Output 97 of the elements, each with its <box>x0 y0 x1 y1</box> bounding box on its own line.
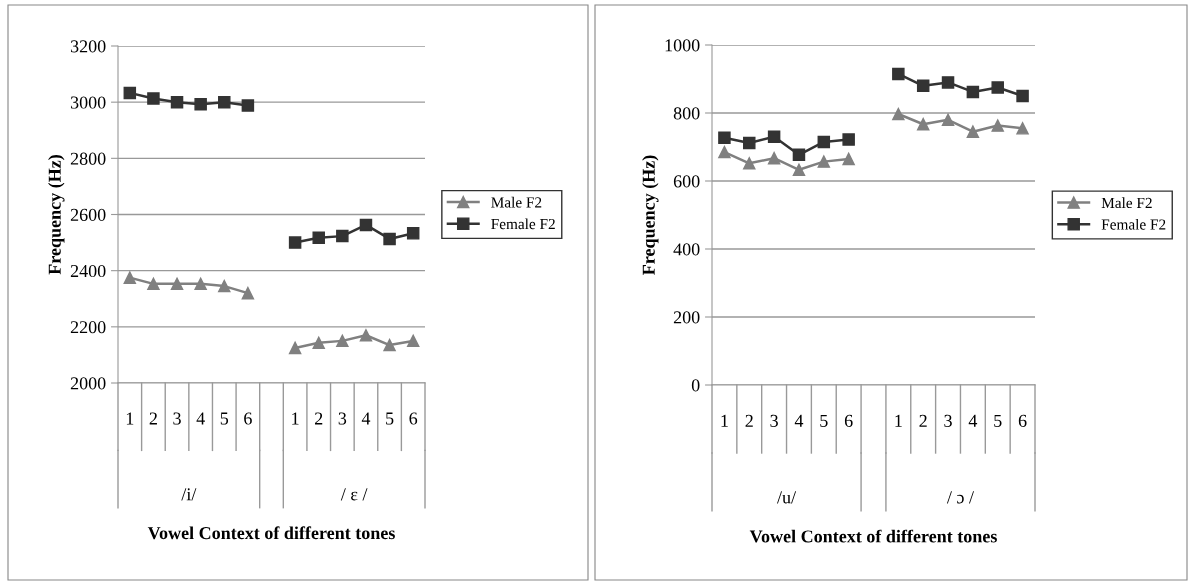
y-axis-title: Frequency (Hz) <box>642 155 659 275</box>
legend-label: Male F2 <box>1101 197 1152 209</box>
text: /i/ <box>181 488 197 501</box>
point <box>383 338 396 352</box>
x-axis-title: Vowel Context of different tones <box>147 526 395 540</box>
point <box>916 79 930 93</box>
x-tick-label: 1 <box>126 412 134 425</box>
legend-label: Female F2 <box>491 218 555 230</box>
x-tick-label: 6 <box>244 412 252 425</box>
point <box>792 148 806 162</box>
x-tick-label: 5 <box>994 414 1002 427</box>
point <box>170 277 184 291</box>
point <box>767 130 781 144</box>
y-tick-label: 2000 <box>70 377 106 390</box>
point <box>147 92 160 105</box>
y-tick-label: 3200 <box>70 40 106 53</box>
x-tick-label: 6 <box>409 412 418 425</box>
point <box>817 155 831 168</box>
x-tick-label: 3 <box>173 412 181 425</box>
point <box>991 81 1004 94</box>
y-tick-label: 0 <box>691 379 700 392</box>
y-tick-label: 2200 <box>70 321 106 334</box>
x-tick-label: 1 <box>895 414 902 427</box>
point <box>743 157 756 170</box>
x-tick-label: 1 <box>721 414 728 427</box>
text: / ɛ / <box>340 488 368 501</box>
point <box>916 117 930 131</box>
x-tick-label: 1 <box>292 412 299 425</box>
x-tick-label: 5 <box>820 414 828 427</box>
x-tick-label: 3 <box>338 412 347 425</box>
y-tick-label: 400 <box>673 243 700 256</box>
point <box>792 163 806 177</box>
point <box>218 279 231 293</box>
point <box>336 334 349 348</box>
point <box>312 231 325 245</box>
point <box>966 85 980 99</box>
point <box>241 286 255 300</box>
point <box>312 336 325 350</box>
y-tick-label: 3000 <box>70 96 106 109</box>
x-tick-label: 4 <box>794 414 804 427</box>
legend-label: Male F2 <box>491 196 542 208</box>
y-axis-title: Frequency (Hz) <box>48 155 65 275</box>
y-tick-label: 200 <box>673 311 700 324</box>
point <box>288 236 302 249</box>
x-tick-label: 6 <box>844 414 853 427</box>
point <box>817 135 831 149</box>
point <box>241 99 255 112</box>
y-tick-label: 1000 <box>665 39 700 52</box>
point <box>359 329 373 342</box>
point <box>194 277 207 291</box>
x-tick-label: 5 <box>386 412 394 425</box>
point <box>767 151 781 165</box>
y-tick-label: 2800 <box>70 152 106 165</box>
x-tick-label: 3 <box>770 414 778 427</box>
point <box>383 232 396 246</box>
point <box>892 67 905 81</box>
point <box>147 277 160 291</box>
point <box>718 145 731 159</box>
point <box>406 227 420 240</box>
x-axis-title: Vowel Context of different tones <box>749 529 997 543</box>
y-tick-label: 2600 <box>70 208 106 221</box>
point <box>359 218 373 232</box>
point <box>991 119 1004 132</box>
text: /u/ <box>777 491 797 504</box>
point <box>718 131 731 145</box>
point <box>123 271 137 284</box>
point <box>1016 122 1029 135</box>
x-tick-label: 5 <box>220 412 229 425</box>
point <box>336 229 349 243</box>
x-tick-label: 4 <box>361 412 371 425</box>
y-tick-label: 600 <box>673 175 700 188</box>
point <box>123 86 137 100</box>
text: / ɔ / <box>946 491 974 504</box>
x-tick-label: 2 <box>919 414 927 427</box>
point <box>170 95 184 109</box>
point <box>743 136 756 150</box>
point <box>892 107 905 121</box>
point <box>406 334 420 348</box>
y-tick-label: 800 <box>673 107 700 120</box>
x-tick-label: 2 <box>315 412 323 425</box>
point <box>218 95 231 109</box>
x-tick-label: 2 <box>149 412 157 425</box>
legend-label: Female F2 <box>1101 218 1166 230</box>
x-tick-label: 4 <box>968 414 978 427</box>
point <box>288 341 302 355</box>
point <box>966 125 980 138</box>
point <box>941 113 955 127</box>
y-tick-label: 2400 <box>70 264 106 278</box>
x-tick-label: 2 <box>745 414 753 427</box>
x-tick-label: 3 <box>944 414 952 427</box>
point <box>194 97 207 111</box>
x-tick-label: 6 <box>1018 414 1027 427</box>
x-tick-label: 4 <box>196 412 205 425</box>
point <box>1016 89 1029 103</box>
point <box>941 76 955 89</box>
point <box>842 152 855 166</box>
point <box>842 133 855 146</box>
